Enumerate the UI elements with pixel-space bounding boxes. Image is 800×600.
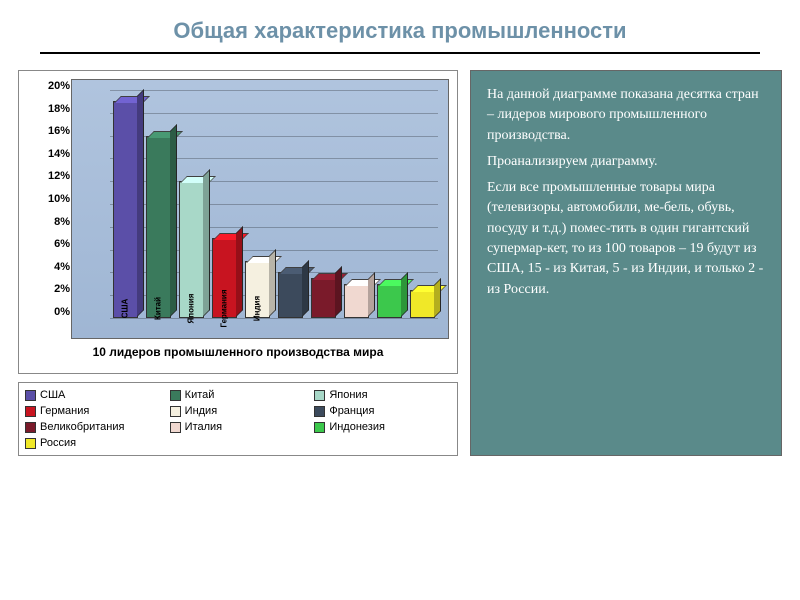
bar (410, 290, 435, 319)
y-tick-label: 20% (32, 80, 70, 92)
y-tick-label: 8% (32, 216, 70, 228)
bar-wrap (275, 90, 306, 318)
bar: США (113, 101, 138, 318)
bar-label: Япония (187, 294, 196, 324)
page-header: Общая характеристика промышленности (0, 0, 800, 52)
legend-item: Германия (25, 405, 162, 417)
chart-box: 20% 18% 16% 14% 12% 10% 8% 6% 4% 2% 0% США Китай Япо… (18, 70, 458, 374)
chart-title: 10 лидеров промышленного производства ми… (27, 339, 449, 365)
legend-item: Великобритания (25, 421, 162, 433)
title-underline (40, 52, 760, 54)
bar-wrap (308, 90, 339, 318)
y-tick-label: 18% (32, 103, 70, 115)
legend-swatch (25, 438, 36, 449)
bar-wrap: Китай (143, 90, 174, 318)
bar: Китай (146, 136, 171, 318)
legend-item: Италия (170, 421, 307, 433)
bar (377, 284, 402, 318)
bar-wrap: Индия (242, 90, 273, 318)
y-tick-label: 14% (32, 148, 70, 160)
y-tick-label: 2% (32, 283, 70, 295)
y-tick-label: 12% (32, 170, 70, 182)
description-paragraph: На данной диаграмме показана десятка стр… (487, 85, 765, 146)
bar: Япония (179, 181, 204, 318)
bar: Индия (245, 261, 270, 318)
bar (311, 278, 336, 318)
legend-item: Индонезия (314, 421, 451, 433)
bar-label: США (121, 299, 130, 319)
bar-wrap (407, 90, 438, 318)
legend-item: Индия (170, 405, 307, 417)
description-panel: На данной диаграмме показана десятка стр… (470, 70, 782, 456)
main-content: 20% 18% 16% 14% 12% 10% 8% 6% 4% 2% 0% США Китай Япо… (0, 70, 800, 456)
legend-label: Индия (185, 405, 218, 417)
description-paragraph: Если все промышленные товары мира (телев… (487, 178, 765, 300)
y-axis: 20% 18% 16% 14% 12% 10% 8% 6% 4% 2% 0% (32, 80, 70, 318)
bar: Германия (212, 238, 237, 318)
chart-panel: 20% 18% 16% 14% 12% 10% 8% 6% 4% 2% 0% США Китай Япо… (18, 70, 458, 456)
legend-swatch (25, 406, 36, 417)
legend-label: Франция (329, 405, 374, 417)
chart-area: 20%18%16%14%12%10%8%6%4%2%0% СШАКитайЯпо… (71, 79, 449, 339)
bar-wrap: Германия (209, 90, 240, 318)
bar (278, 272, 303, 318)
bar-wrap (341, 90, 372, 318)
page-title: Общая характеристика промышленности (0, 18, 800, 44)
legend-item: Япония (314, 389, 451, 401)
chart-inner: 20%18%16%14%12%10%8%6%4%2%0% СШАКитайЯпо… (71, 79, 449, 339)
y-tick-label: 0% (32, 306, 70, 318)
legend-swatch (170, 422, 181, 433)
legend-label: США (40, 389, 65, 401)
bars-container: США Китай Япония Германия Индия (110, 90, 438, 318)
y-tick-label: 10% (32, 193, 70, 205)
legend-label: Великобритания (40, 421, 124, 433)
y-tick-label: 6% (32, 238, 70, 250)
legend-swatch (25, 390, 36, 401)
y-tick-label: 4% (32, 261, 70, 273)
description-paragraph: Проанализируем диаграмму. (487, 152, 765, 172)
legend: США Китай Япония Германия Индия Франция Велико… (18, 382, 458, 456)
legend-label: Индонезия (329, 421, 385, 433)
legend-label: Япония (329, 389, 367, 401)
legend-item: Франция (314, 405, 451, 417)
legend-item: Россия (25, 437, 162, 449)
legend-item: Китай (170, 389, 307, 401)
legend-swatch (170, 406, 181, 417)
legend-item: США (25, 389, 162, 401)
legend-swatch (25, 422, 36, 433)
legend-swatch (314, 422, 325, 433)
bar-label: Китай (154, 297, 163, 320)
bar-label: Германия (220, 289, 229, 327)
legend-label: Россия (40, 437, 76, 449)
legend-swatch (314, 390, 325, 401)
bar-label: Индия (253, 296, 262, 321)
bar-wrap: Япония (176, 90, 207, 318)
y-tick-label: 16% (32, 125, 70, 137)
legend-label: Китай (185, 389, 215, 401)
legend-label: Италия (185, 421, 222, 433)
bar-wrap (374, 90, 405, 318)
bar (344, 284, 369, 318)
bar-wrap: США (110, 90, 141, 318)
legend-swatch (170, 390, 181, 401)
legend-label: Германия (40, 405, 89, 417)
legend-swatch (314, 406, 325, 417)
